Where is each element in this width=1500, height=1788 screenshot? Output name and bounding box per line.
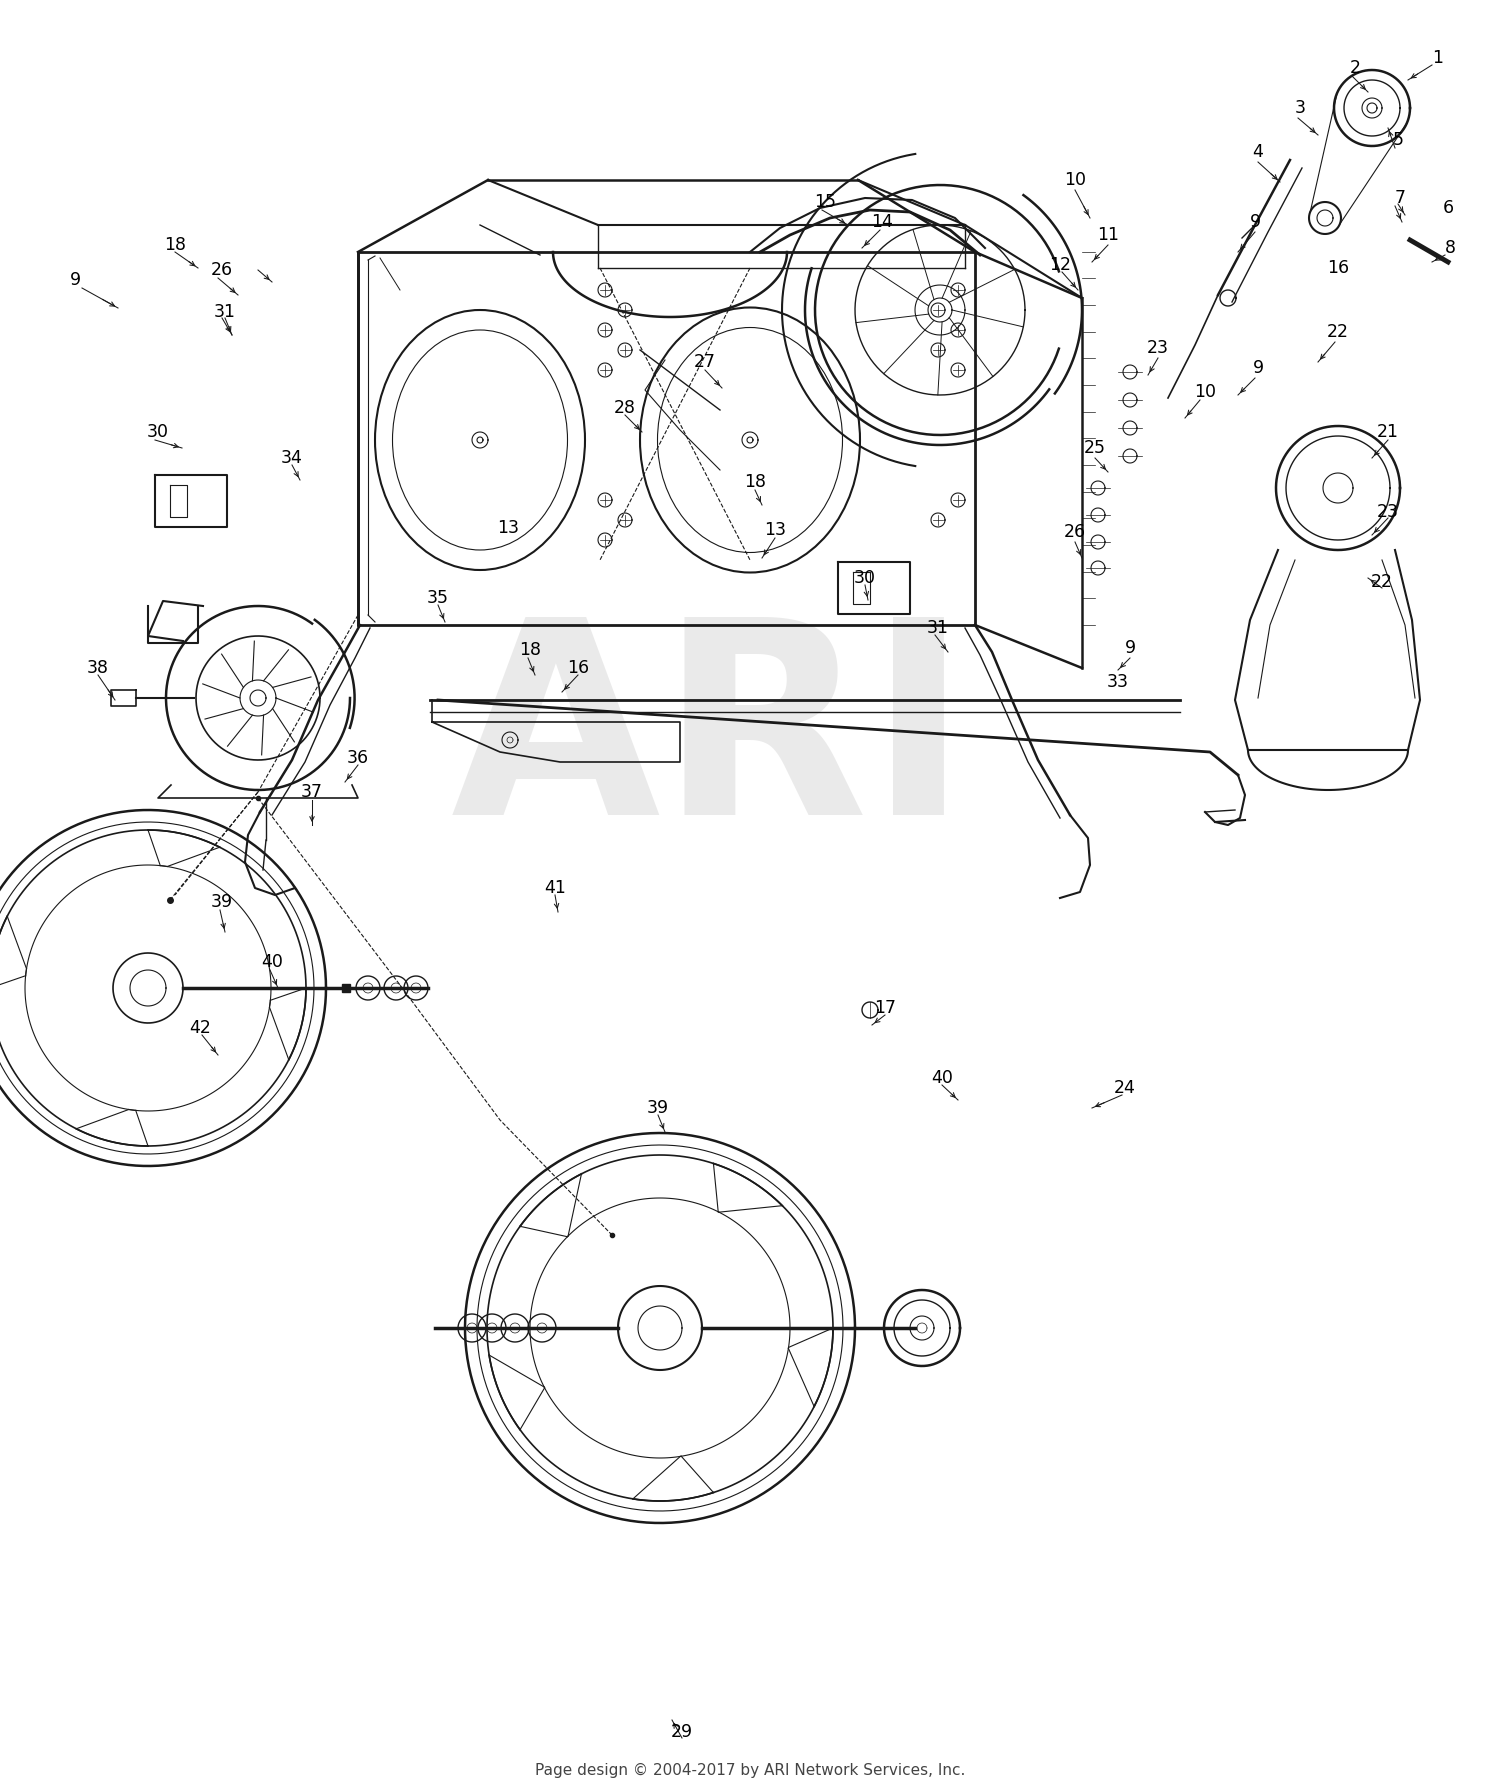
Text: 9: 9: [69, 272, 81, 290]
Text: 2: 2: [1350, 59, 1360, 77]
Text: 16: 16: [567, 660, 590, 678]
Text: 9: 9: [1252, 359, 1263, 377]
Text: 39: 39: [646, 1100, 669, 1118]
Text: 13: 13: [764, 520, 786, 538]
Text: 34: 34: [280, 449, 303, 467]
Text: 37: 37: [302, 783, 322, 801]
Text: 5: 5: [1392, 131, 1404, 148]
Text: 24: 24: [1114, 1078, 1136, 1098]
Text: 23: 23: [1148, 340, 1168, 358]
Text: 14: 14: [871, 213, 892, 231]
Text: 35: 35: [427, 588, 448, 606]
Text: 3: 3: [1294, 98, 1305, 116]
Text: Page design © 2004-2017 by ARI Network Services, Inc.: Page design © 2004-2017 by ARI Network S…: [536, 1763, 964, 1777]
Text: 21: 21: [1377, 424, 1400, 442]
Text: 36: 36: [346, 749, 369, 767]
Text: 33: 33: [1107, 672, 1130, 690]
Text: 41: 41: [544, 880, 566, 898]
Text: 7: 7: [1395, 190, 1406, 207]
Text: 27: 27: [694, 352, 715, 370]
Text: 10: 10: [1194, 383, 1216, 401]
Text: 18: 18: [519, 642, 542, 660]
Text: 22: 22: [1371, 572, 1394, 592]
Text: 23: 23: [1377, 502, 1400, 520]
Text: 6: 6: [1443, 198, 1454, 216]
Text: 10: 10: [1064, 172, 1086, 190]
Text: 38: 38: [87, 660, 109, 678]
Text: 17: 17: [874, 999, 896, 1017]
Text: 39: 39: [211, 892, 232, 912]
Text: 26: 26: [211, 261, 232, 279]
Text: 31: 31: [927, 619, 950, 637]
Text: 30: 30: [147, 424, 170, 442]
Text: ARI: ARI: [450, 610, 969, 871]
Text: 40: 40: [932, 1069, 952, 1087]
Text: 29: 29: [670, 1724, 693, 1742]
Text: 31: 31: [214, 302, 236, 322]
Text: 18: 18: [744, 474, 766, 492]
Text: 42: 42: [189, 1019, 211, 1037]
Text: 9: 9: [1250, 213, 1260, 231]
Text: 9: 9: [1125, 638, 1136, 656]
Text: 16: 16: [1328, 259, 1348, 277]
Text: 26: 26: [1064, 524, 1086, 542]
Text: 25: 25: [1084, 440, 1106, 458]
Text: 8: 8: [1444, 240, 1455, 257]
Text: 12: 12: [1048, 256, 1071, 274]
Text: 40: 40: [261, 953, 284, 971]
Text: 28: 28: [614, 399, 636, 417]
Text: 15: 15: [815, 193, 836, 211]
Text: 11: 11: [1096, 225, 1119, 243]
Text: 18: 18: [164, 236, 186, 254]
Text: 30: 30: [853, 569, 876, 586]
Text: 22: 22: [1328, 324, 1348, 342]
Text: 4: 4: [1252, 143, 1263, 161]
Text: 1: 1: [1432, 48, 1443, 66]
Text: 13: 13: [496, 519, 519, 536]
